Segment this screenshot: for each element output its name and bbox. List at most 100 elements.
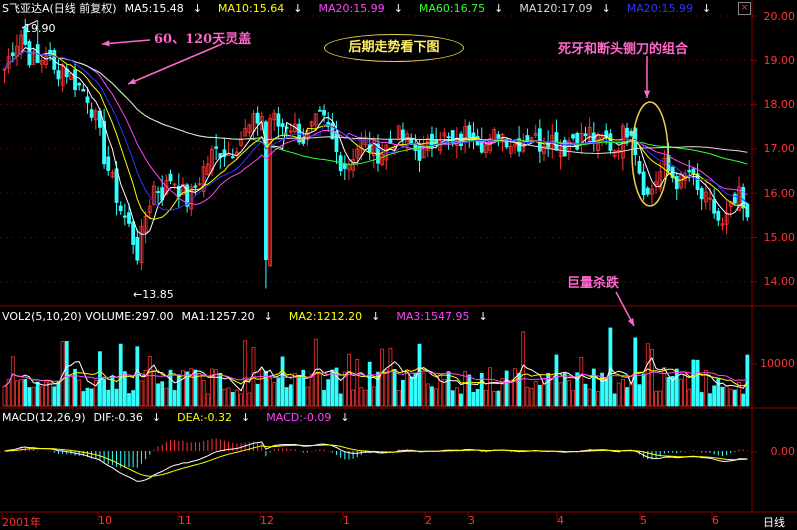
candle-body [513, 143, 517, 147]
volume-bar [442, 379, 447, 407]
volume-bar [625, 387, 629, 407]
volume-bar [388, 347, 393, 407]
candle-body [467, 125, 472, 138]
candle-body [629, 130, 634, 136]
volume-bar [596, 391, 600, 407]
candle-body [625, 127, 629, 138]
volume-bar [703, 370, 708, 407]
volume-bar [309, 373, 314, 407]
volume-bar [347, 353, 351, 407]
volume-bar [687, 388, 692, 407]
candle-body [230, 156, 235, 159]
candle-body [89, 109, 94, 118]
x-tick-6: 6 [712, 514, 719, 527]
volume-bar [139, 380, 144, 407]
ma5-line [4, 47, 748, 235]
volume-bar [317, 373, 322, 407]
candle-body [712, 199, 717, 214]
candle-body [313, 113, 318, 126]
y-tick-price-18: 18.00 [763, 98, 796, 111]
volume-bar [654, 390, 658, 407]
volume-bar [77, 379, 82, 407]
volume-bar [554, 354, 559, 407]
volume-bar [367, 361, 372, 407]
close-icon[interactable]: × [738, 2, 751, 15]
volume-bar [122, 371, 127, 407]
volume-bar [214, 369, 219, 407]
volume-bar [691, 359, 696, 407]
volume-bar [708, 393, 712, 407]
period-label[interactable]: 日线 [763, 516, 785, 529]
volume-bar [359, 387, 364, 407]
arrow-ma-cover-1 [101, 39, 151, 45]
candle-body [172, 183, 177, 186]
x-tick-10: 10 [98, 514, 112, 527]
volume-bar [562, 372, 567, 407]
candle-body [10, 52, 15, 57]
candle-body [537, 128, 542, 152]
volume-bar [301, 369, 306, 407]
candle-body [122, 215, 127, 218]
candle-body [272, 112, 277, 121]
candle-body [276, 113, 281, 127]
volume-bar [326, 379, 331, 407]
volume-bar [587, 388, 592, 407]
candle-body [264, 121, 268, 261]
candle-body [741, 186, 746, 209]
candle-body [542, 145, 546, 154]
candle-body [168, 173, 173, 182]
volume-bar [330, 369, 335, 407]
candle-body [733, 193, 737, 204]
volume-bar [504, 370, 509, 407]
volume-bar [114, 388, 119, 407]
volume-bar [417, 343, 422, 407]
volume-bar [15, 380, 19, 407]
volume-bar [571, 390, 575, 407]
volume-bar [716, 377, 721, 407]
candle-body [483, 144, 488, 154]
macd-legend: MACD(12,26,9) DIF:-0.36 ↓ DEA:-0.32 ↓ MACD:-0… [2, 411, 366, 425]
candle-body [23, 27, 28, 45]
price-low-label: ←13.85 [133, 288, 174, 301]
volume-bar [629, 376, 634, 407]
candle-body [255, 112, 260, 124]
volume-bar [48, 380, 53, 407]
volume-bar [230, 391, 235, 407]
volume-bar [355, 359, 360, 407]
volume-bar [160, 381, 165, 407]
candle-body [288, 130, 293, 133]
volume-bar [683, 373, 687, 407]
volume-bar [695, 359, 700, 407]
volume-bar [255, 383, 260, 407]
candle-body [737, 186, 741, 212]
x-tick-5: 5 [640, 514, 647, 527]
volume-bar [276, 378, 281, 407]
volume-bar [226, 387, 231, 407]
volume-bar [662, 366, 667, 407]
annotation-arrows [21, 19, 669, 327]
volume-bar [537, 384, 542, 407]
x-tick-12: 12 [260, 514, 274, 527]
volume-bar [380, 348, 385, 407]
x-tick-11: 11 [178, 514, 192, 527]
volume-bar [409, 376, 414, 407]
volume-bar [259, 369, 264, 407]
volume-bar [492, 390, 497, 407]
volume-bar [699, 392, 704, 407]
volume-bar [81, 391, 86, 407]
volume-bar [272, 382, 277, 407]
candle-body [334, 131, 339, 153]
candle-body [645, 187, 650, 195]
candle-body [695, 173, 700, 190]
price-candles [2, 18, 750, 289]
ma5-legend: MA5:15.48 ↓ [124, 2, 203, 15]
volume-bar [73, 368, 77, 407]
volume-bar [222, 388, 227, 407]
volume-bar [396, 389, 401, 407]
ma20b-line [4, 50, 748, 211]
volume-bar [658, 390, 663, 407]
volume-bar [434, 388, 439, 407]
macd-title: MACD(12,26,9) [2, 411, 86, 424]
